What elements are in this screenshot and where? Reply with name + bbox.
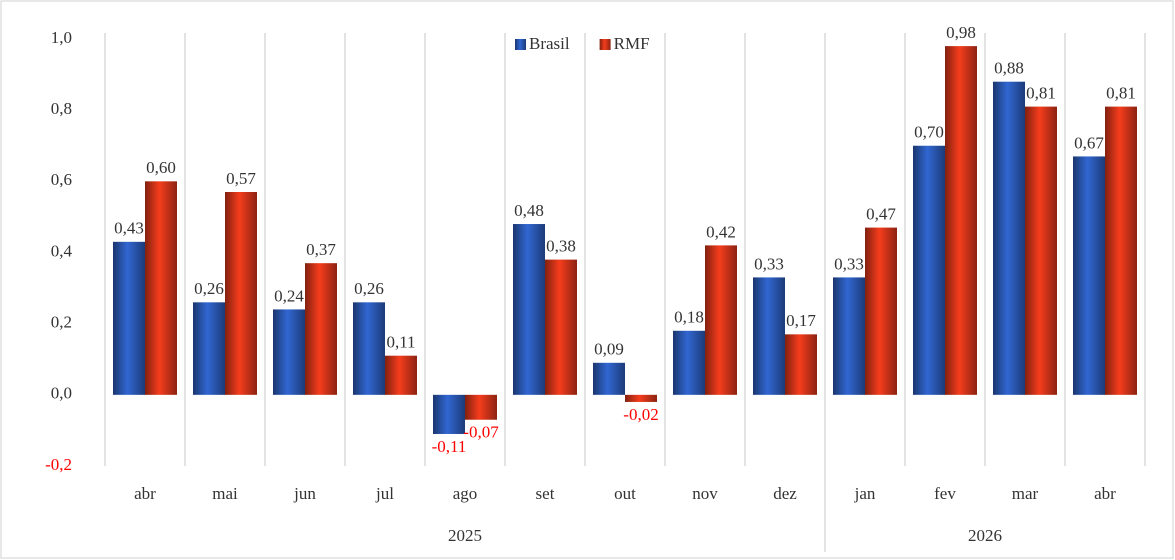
bar xyxy=(833,277,865,395)
bar xyxy=(465,394,497,420)
bar xyxy=(625,394,657,402)
bar xyxy=(1025,106,1057,395)
y-tick-label: 0,6 xyxy=(51,170,72,189)
bar xyxy=(785,334,817,395)
value-label: 0,81 xyxy=(1106,84,1136,103)
x-tick-label: abr xyxy=(134,484,156,503)
value-label: 0,67 xyxy=(1074,133,1104,152)
bar xyxy=(705,245,737,395)
value-label: 0,18 xyxy=(674,308,704,327)
x-tick-label: set xyxy=(536,484,555,503)
value-label: 0,33 xyxy=(754,254,784,273)
value-label: 0,42 xyxy=(706,222,736,241)
bar xyxy=(993,81,1025,395)
bar xyxy=(113,241,145,395)
value-label: -0,02 xyxy=(623,405,658,424)
x-tick-label: dez xyxy=(773,484,797,503)
value-label: 0,57 xyxy=(226,169,256,188)
x-tick-label: nov xyxy=(692,484,718,503)
bar xyxy=(673,330,705,395)
legend-label: RMF xyxy=(614,34,650,53)
value-label: 0,60 xyxy=(146,158,176,177)
x-tick-label: jun xyxy=(293,484,316,503)
bar xyxy=(913,145,945,395)
y-tick-label: 0,0 xyxy=(51,384,72,403)
value-label: 0,26 xyxy=(354,279,384,298)
x-tick-label: ago xyxy=(453,484,478,503)
value-label: 0,47 xyxy=(866,204,896,223)
bar xyxy=(945,46,977,395)
value-label: 0,09 xyxy=(594,340,624,359)
x-group-label: 2026 xyxy=(968,526,1002,545)
x-tick-label: jan xyxy=(854,484,876,503)
value-label: 0,17 xyxy=(786,311,816,330)
x-tick-label: jul xyxy=(375,484,394,503)
bar xyxy=(305,263,337,395)
y-tick-label: -0,2 xyxy=(45,455,72,474)
value-label: 0,33 xyxy=(834,254,864,273)
value-label: 0,70 xyxy=(914,123,944,142)
value-label: -0,07 xyxy=(463,423,499,442)
bar xyxy=(353,302,385,395)
legend-label: Brasil xyxy=(529,34,570,53)
y-tick-label: 1,0 xyxy=(51,28,72,47)
x-group-label: 2025 xyxy=(448,526,482,545)
bar xyxy=(513,224,545,395)
bar xyxy=(273,309,305,395)
bar xyxy=(545,259,577,395)
value-label: 0,48 xyxy=(514,201,544,220)
bar xyxy=(225,192,257,395)
y-tick-label: 0,4 xyxy=(51,241,73,260)
x-tick-label: mai xyxy=(212,484,238,503)
bar xyxy=(1073,156,1105,395)
value-label: 0,38 xyxy=(546,237,576,256)
x-tick-label: mar xyxy=(1012,484,1039,503)
x-tick-label: out xyxy=(614,484,636,503)
value-label: 0,26 xyxy=(194,279,224,298)
value-label: 0,37 xyxy=(306,240,336,259)
bar xyxy=(385,355,417,395)
bar xyxy=(433,394,465,434)
value-label: 0,24 xyxy=(274,286,304,305)
legend-swatch xyxy=(515,39,526,50)
value-label: 0,88 xyxy=(994,59,1024,78)
y-tick-label: 0,8 xyxy=(51,99,72,118)
value-label: 0,11 xyxy=(386,333,415,352)
bar xyxy=(865,227,897,395)
y-tick-label: 0,2 xyxy=(51,313,72,332)
legend-swatch xyxy=(599,39,611,50)
value-label: -0,11 xyxy=(432,437,467,456)
value-label: 0,81 xyxy=(1026,84,1056,103)
bar xyxy=(1105,106,1137,395)
bar xyxy=(593,362,625,395)
value-label: 0,98 xyxy=(946,23,976,42)
x-tick-label: fev xyxy=(934,484,956,503)
value-label: 0,43 xyxy=(114,219,144,238)
bar xyxy=(753,277,785,395)
x-tick-label: abr xyxy=(1094,484,1116,503)
bar xyxy=(145,181,177,395)
bar xyxy=(193,302,225,395)
